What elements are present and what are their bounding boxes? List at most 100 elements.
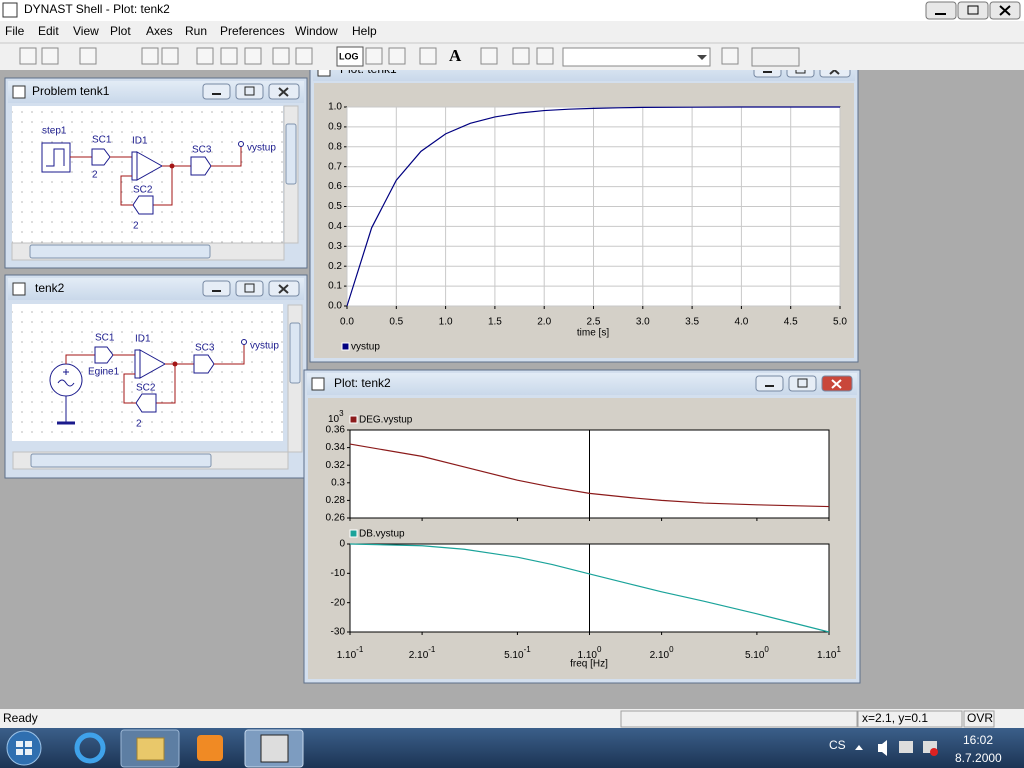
maximize-button[interactable] (788, 375, 817, 392)
app-caption-buttons (925, 1, 1021, 20)
app-icon (2, 2, 18, 18)
maximize-button[interactable] (235, 83, 264, 100)
integrator-box (131, 151, 138, 181)
restore-button[interactable] (957, 1, 989, 20)
legend-label[interactable]: vystup (351, 342, 380, 353)
x-axis-label: time [s] (577, 328, 609, 339)
wire (211, 147, 242, 167)
close-glyph (831, 379, 842, 389)
legend-label[interactable]: DB.vystup (359, 529, 405, 540)
component-label: SC3 (195, 343, 215, 354)
status-coords: x=2.1, y=0.1 (862, 711, 928, 725)
folder-icon (136, 737, 165, 761)
legend-label[interactable]: DEG.vystup (359, 415, 413, 426)
toolbar-button[interactable] (480, 47, 498, 65)
window-title: Plot: tenk2 (334, 376, 391, 390)
output-terminal (241, 339, 247, 345)
network-icon[interactable] (899, 741, 913, 753)
toolbar-button[interactable] (244, 47, 262, 65)
menu-item[interactable]: Axes (146, 24, 173, 38)
toolbar: LOG A (19, 46, 800, 67)
y-tick-label: 0.34 (326, 442, 346, 453)
app-title: DYNAST Shell - Plot: tenk2 (24, 2, 170, 16)
combo-arrow (697, 55, 707, 60)
menu-item[interactable]: Preferences (220, 24, 285, 38)
menu-bar: File Edit View Plot Axes Run Preferences Window… (5, 24, 377, 38)
toolbar-button[interactable] (536, 47, 554, 65)
scroll-thumb[interactable] (29, 244, 211, 259)
block (190, 156, 212, 176)
tick-mantissa: 5.10 (504, 650, 524, 661)
y-tick-label: 0.3 (331, 477, 345, 488)
toolbar-button[interactable] (512, 47, 530, 65)
window-caption (307, 373, 857, 395)
menu-item[interactable]: Edit (38, 24, 59, 38)
clock-date[interactable]: 8.7.2000 (955, 751, 1002, 765)
media-icon[interactable] (197, 735, 223, 761)
y-tick-label: 0.36 (326, 425, 346, 436)
combo-box[interactable] (562, 47, 711, 67)
output-terminal (238, 141, 244, 147)
menu-item[interactable]: Plot (110, 24, 131, 38)
component-label: SC2 (133, 185, 153, 196)
toolbar-button[interactable] (161, 47, 179, 65)
toolbar-button[interactable] (336, 46, 364, 67)
menu-item[interactable]: File (5, 24, 25, 38)
toolbar-button[interactable] (365, 47, 383, 65)
tick-exponent: -1 (356, 645, 364, 654)
y-tick-label: 0.3 (328, 241, 342, 252)
x-tick-label: 4.5 (784, 317, 798, 328)
start-button[interactable] (6, 730, 42, 766)
toolbar-button[interactable] (19, 47, 37, 65)
toolbar-button[interactable] (295, 47, 313, 65)
close-glyph (999, 5, 1011, 16)
scroll-thumb[interactable] (30, 453, 212, 468)
component-label: Egine1 (88, 367, 120, 378)
volume-icon[interactable] (878, 740, 887, 756)
menu-item[interactable]: Help (352, 24, 377, 38)
toolbar-button[interactable] (220, 47, 238, 65)
toolbar-button[interactable] (388, 47, 406, 65)
block (139, 349, 167, 379)
toolbar-button[interactable] (41, 47, 59, 65)
x-tick-label: 1.0 (439, 317, 453, 328)
component-label: SC1 (95, 333, 115, 344)
y-tick-label: -30 (331, 627, 346, 638)
toolbar-button[interactable] (272, 47, 290, 65)
toolbar-button[interactable] (79, 47, 97, 65)
x-tick-label: 0.0 (340, 317, 354, 328)
scroll-thumb[interactable] (289, 322, 301, 384)
window-icon (311, 377, 325, 391)
clock-time[interactable]: 16:02 (963, 733, 993, 747)
tick-mantissa: 2.10 (409, 650, 429, 661)
toolbar-button[interactable] (721, 47, 739, 65)
minimize-button[interactable] (202, 83, 231, 100)
block (193, 354, 215, 374)
minimize-button[interactable] (202, 280, 231, 297)
menu-item[interactable]: View (73, 24, 99, 38)
menu-item[interactable]: Run (185, 24, 207, 38)
scroll-thumb[interactable] (285, 123, 297, 185)
minimize-button[interactable] (925, 1, 957, 20)
maximize-glyph (797, 378, 808, 388)
maximize-button[interactable] (235, 280, 264, 297)
tick-exponent: 0 (597, 645, 602, 654)
spin-box[interactable] (751, 47, 800, 67)
window-title: tenk2 (35, 281, 65, 295)
menu-item[interactable]: Window (295, 24, 338, 38)
tick-exponent: -1 (428, 645, 436, 654)
x-tick-label: 5.10-1 (504, 645, 531, 661)
minimize-button[interactable] (755, 375, 784, 392)
toolbar-button[interactable] (419, 47, 437, 65)
text-button-label[interactable]: A (449, 46, 462, 65)
tray-arrow[interactable] (855, 745, 863, 750)
y-tick-label: 0.4 (328, 221, 342, 232)
status-text: Ready (3, 711, 38, 725)
ie-icon[interactable] (74, 732, 106, 764)
toolbar-button[interactable] (141, 47, 159, 65)
block (135, 393, 157, 413)
language-indicator[interactable]: CS (829, 738, 846, 752)
toolbar-button[interactable] (196, 47, 214, 65)
x-tick-label: 1.101 (817, 645, 841, 661)
y-tick-label: 0.9 (328, 122, 342, 133)
